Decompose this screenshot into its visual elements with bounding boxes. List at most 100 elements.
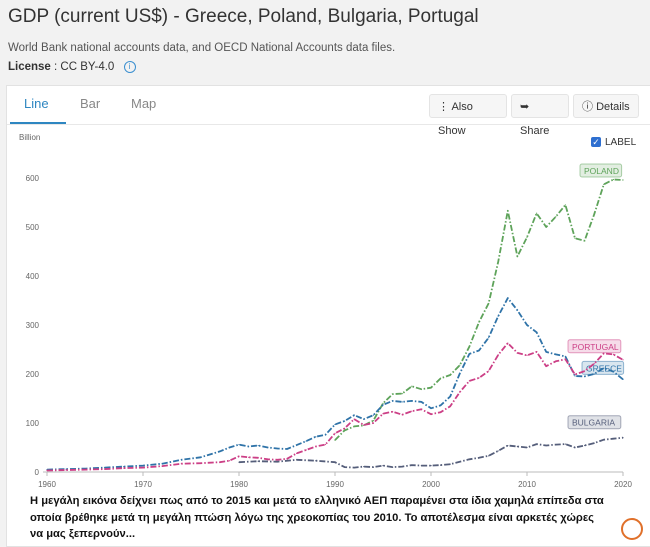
data-point-bulgaria	[334, 461, 336, 463]
license-value: CC BY-4.0	[60, 61, 115, 74]
data-point-portugal	[555, 360, 557, 362]
data-point-poland	[449, 374, 451, 376]
data-point-poland	[564, 204, 567, 206]
data-point-greece	[555, 353, 557, 355]
data-point-portugal	[478, 377, 480, 379]
data-point-portugal	[334, 432, 336, 434]
data-point-poland	[440, 377, 442, 380]
details-button[interactable]: ⓘ Details	[573, 94, 639, 118]
data-point-portugal	[584, 370, 586, 372]
data-point-bulgaria	[430, 465, 432, 467]
data-point-poland	[401, 393, 403, 395]
x-tick-label: 2000	[422, 480, 440, 489]
page-title: GDP (current US$) - Greece, Poland, Bulg…	[8, 6, 479, 27]
x-tick-label: 1980	[230, 480, 248, 489]
data-point-bulgaria	[497, 450, 499, 452]
tab-map[interactable]: Map	[131, 96, 157, 111]
data-point-portugal	[296, 452, 298, 454]
data-point-bulgaria	[488, 455, 490, 457]
data-point-poland	[555, 216, 557, 218]
label-toggle[interactable]: ✓ LABEL	[591, 137, 636, 148]
data-point-portugal	[344, 427, 346, 429]
data-point-greece	[382, 404, 384, 406]
data-point-portugal	[420, 408, 422, 410]
info-circle-icon: ⓘ	[582, 101, 593, 113]
data-point-portugal	[612, 353, 615, 355]
data-point-bulgaria	[459, 461, 461, 463]
data-point-poland	[507, 210, 509, 212]
data-point-greece	[440, 404, 442, 406]
data-point-bulgaria	[411, 464, 413, 466]
data-point-greece	[420, 401, 422, 403]
data-point-portugal	[516, 352, 518, 354]
data-point-portugal	[536, 351, 538, 353]
also-show-button[interactable]: ⋮ Also Show	[429, 94, 507, 137]
data-point-greece	[536, 331, 538, 333]
data-point-greece	[248, 445, 250, 448]
data-point-bulgaria	[296, 459, 298, 461]
data-point-greece	[161, 463, 163, 465]
y-tick-label: 600	[26, 174, 40, 183]
data-point-portugal	[180, 463, 182, 465]
checkbox-checked-icon[interactable]: ✓	[591, 137, 601, 148]
data-point-portugal	[363, 424, 365, 426]
data-point-greece	[238, 443, 240, 446]
data-point-greece	[257, 444, 259, 447]
data-point-portugal	[200, 462, 202, 464]
data-point-bulgaria	[584, 444, 586, 447]
x-tick-label: 2010	[518, 480, 536, 489]
data-point-portugal	[219, 461, 221, 463]
tab-bar[interactable]: Bar	[80, 96, 101, 111]
data-point-portugal	[440, 411, 442, 413]
data-point-bulgaria	[603, 439, 605, 441]
data-point-greece	[411, 400, 413, 402]
y-tick-label: 500	[26, 223, 40, 232]
y-tick-label: 200	[26, 370, 40, 379]
data-point-poland	[584, 240, 586, 242]
dots-icon: ⋮	[438, 101, 449, 113]
series-line-portugal	[46, 342, 624, 472]
data-point-bulgaria	[420, 465, 422, 467]
data-point-bulgaria	[468, 458, 470, 460]
data-point-portugal	[257, 457, 259, 459]
zoom-icon[interactable]	[621, 518, 643, 540]
data-point-poland	[468, 345, 470, 348]
data-point-poland	[593, 213, 595, 215]
data-point-greece	[315, 436, 317, 438]
data-point-poland	[430, 387, 432, 389]
series-label-portugal: PORTUGAL	[572, 342, 619, 352]
data-point-portugal	[545, 365, 547, 367]
data-point-greece	[276, 447, 278, 450]
data-point-greece	[545, 351, 547, 353]
data-point-poland	[516, 255, 518, 257]
active-tab-indicator	[10, 122, 66, 124]
data-point-poland	[459, 364, 461, 366]
data-point-portugal	[526, 354, 528, 356]
data-point-poland	[392, 393, 394, 395]
data-point-bulgaria	[372, 466, 374, 468]
data-point-portugal	[46, 469, 48, 472]
data-point-portugal	[305, 449, 307, 451]
info-icon[interactable]: i	[123, 61, 136, 73]
data-point-portugal	[161, 465, 163, 467]
y-tick-label: 0	[35, 468, 40, 477]
data-point-portugal	[497, 354, 499, 356]
data-point-greece	[228, 446, 230, 449]
data-point-poland	[545, 226, 547, 228]
data-point-portugal	[593, 363, 595, 365]
data-point-poland	[574, 237, 576, 239]
tab-line[interactable]: Line	[24, 96, 49, 111]
data-point-portugal	[324, 443, 326, 446]
data-point-poland	[353, 425, 355, 428]
data-point-portugal	[65, 469, 67, 471]
data-point-poland	[536, 212, 538, 214]
data-point-greece	[564, 355, 567, 357]
series-line-greece	[46, 297, 624, 471]
tab-divider	[7, 124, 650, 125]
data-point-greece	[353, 414, 355, 416]
share-button[interactable]: ➥ Share	[511, 94, 569, 137]
data-point-poland	[411, 385, 413, 387]
data-point-poland	[344, 429, 346, 431]
data-point-greece	[305, 440, 307, 442]
license-line: License : CC BY-4.0 i	[8, 61, 136, 73]
